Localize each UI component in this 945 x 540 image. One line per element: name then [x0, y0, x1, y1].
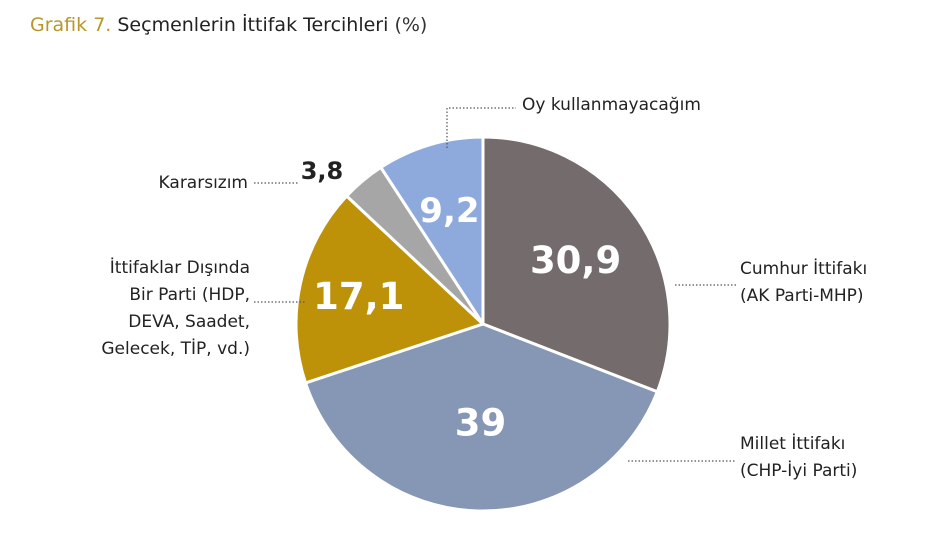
- slice-category-label-line: DEVA, Saadet,: [128, 312, 250, 332]
- title-main: Seçmenlerin İttifak Tercihleri: [117, 14, 389, 36]
- leader-line: [446, 107, 516, 148]
- slice-category-label: Millet İttifakı (CHP-İyi Parti): [740, 433, 857, 481]
- leader-lines: [254, 107, 736, 462]
- slice-category-label-line: İttifaklar Dışında: [110, 257, 250, 278]
- slice-category-label-line: (CHP-İyi Parti): [740, 460, 857, 481]
- slice-category-label-line: Kararsızım: [159, 173, 248, 193]
- slice-category-label: Cumhur İttifakı (AK Parti-MHP): [740, 258, 867, 306]
- pie-slice: [481, 135, 672, 394]
- slice-category-label-line: Cumhur İttifakı: [740, 258, 867, 279]
- slice-category-label-line: Bir Parti (HDP,: [129, 285, 250, 305]
- pie-slice: [379, 135, 485, 326]
- pie-slice: [304, 322, 659, 513]
- title-prefix: Grafik 7.: [30, 14, 112, 36]
- chart-title: Grafik 7. Seçmenlerin İttifak Tercihleri…: [30, 14, 427, 36]
- slice-value-label: 17,1: [313, 275, 404, 318]
- title-unit: (%): [394, 14, 428, 36]
- slice-value-label: 3,8: [301, 157, 344, 185]
- slice-category-label: İttifaklar Dışında Bir Parti (HDP, DEVA, S…: [101, 257, 250, 359]
- pie-labels: 30,9 Cumhur İttifakı (AK Parti-MHP) 39 Mille…: [101, 95, 867, 481]
- slice-category-label-line: Millet İttifakı: [740, 433, 845, 454]
- slice-category-label: Kararsızım: [159, 173, 248, 193]
- slice-value-label: 9,2: [419, 191, 479, 231]
- pie-slice: [294, 194, 485, 385]
- slice-category-label-line: (AK Parti-MHP): [740, 286, 864, 306]
- slice-category-label-line: Oy kullanmayacağım: [522, 95, 701, 115]
- slice-category-label-line: Gelecek, TİP, vd.): [101, 338, 250, 359]
- pie-slices: [294, 135, 672, 513]
- slice-value-label: 39: [455, 402, 507, 445]
- slice-category-label: Oy kullanmayacağım: [522, 95, 701, 115]
- slice-value-label: 30,9: [530, 239, 621, 282]
